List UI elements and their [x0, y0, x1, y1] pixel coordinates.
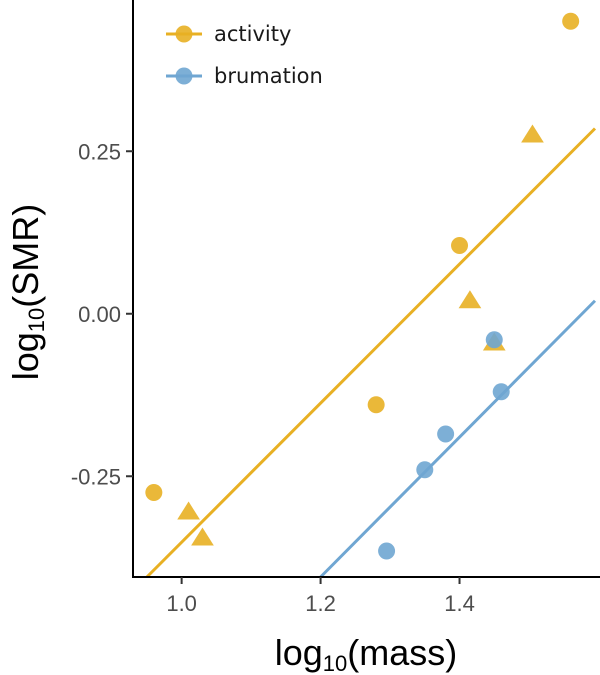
fit-line-brumation	[319, 299, 597, 579]
point-activity-4	[177, 501, 200, 520]
y-axis-title: log10(SMR)	[5, 204, 49, 381]
legend: activity brumation	[166, 22, 323, 88]
x-ticks: 1.0 1.2 1.4	[166, 577, 475, 616]
legend-key-marker-activity	[175, 25, 193, 43]
legend-label-brumation: brumation	[214, 64, 323, 88]
y-tick-label: 0.00	[78, 302, 121, 327]
point-brumation-2	[437, 425, 455, 443]
legend-label-activity: activity	[214, 22, 291, 46]
point-brumation-3	[485, 331, 503, 349]
fit-line-activity	[145, 127, 597, 579]
y-tick-label: 0.25	[78, 139, 121, 164]
y-tick-label: -0.25	[71, 464, 121, 489]
data-points	[145, 12, 580, 560]
point-activity-1	[367, 396, 385, 414]
x-tick-label: 1.4	[444, 591, 475, 616]
point-activity-8	[521, 124, 544, 143]
legend-key-marker-brumation	[175, 67, 193, 85]
point-activity-5	[191, 527, 214, 546]
y-ticks: 0.25 0.00 -0.25	[71, 139, 133, 489]
point-brumation-1	[416, 461, 434, 479]
x-tick-label: 1.0	[166, 591, 197, 616]
point-activity-2	[451, 237, 469, 254]
point-activity-6	[458, 290, 482, 309]
x-tick-label: 1.2	[305, 591, 336, 616]
point-brumation-4	[492, 383, 510, 401]
point-activity-0	[145, 484, 163, 501]
x-axis-title: log10(mass)	[275, 632, 458, 675]
point-activity-3	[562, 12, 580, 30]
point-brumation-0	[378, 542, 396, 560]
fit-lines	[145, 127, 597, 579]
